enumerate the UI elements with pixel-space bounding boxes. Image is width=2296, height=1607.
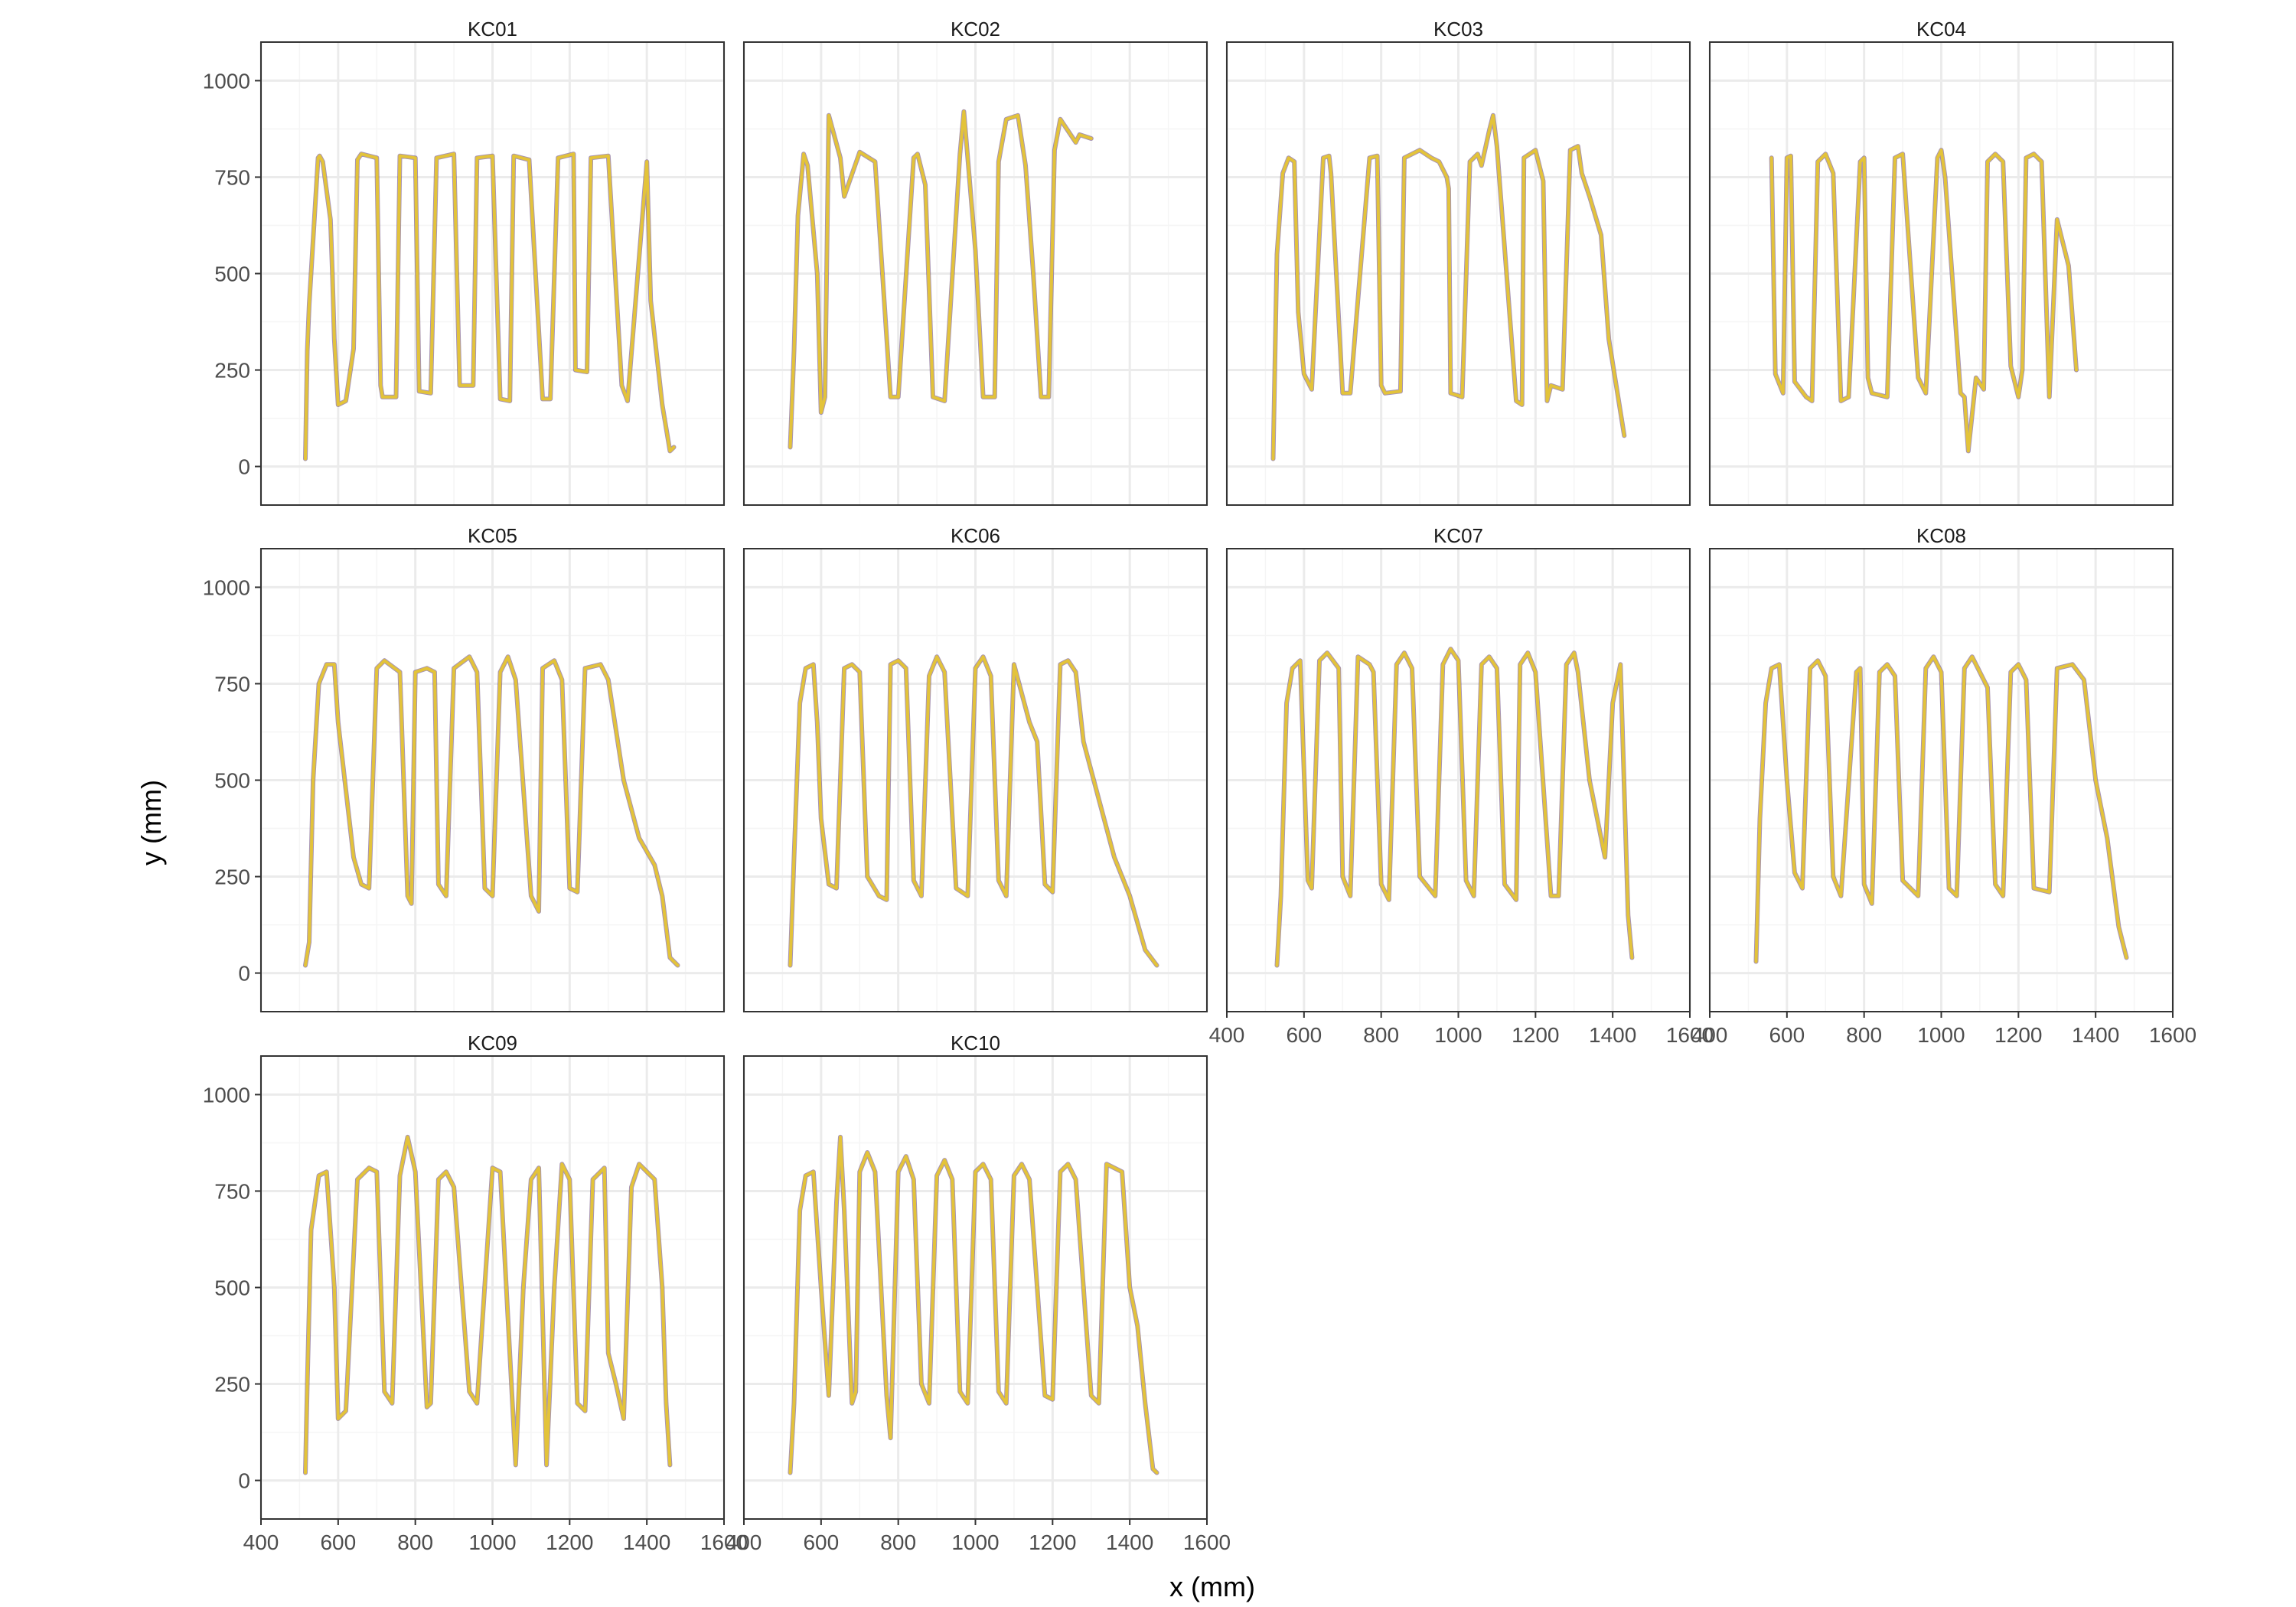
x-tick-label: 1200 [546, 1530, 593, 1554]
y-tick-label: 750 [214, 672, 250, 696]
facet-strip-label: KC02 [951, 18, 1000, 41]
x-tick-label: 1200 [1512, 1023, 1559, 1047]
panel-border [1226, 41, 1691, 506]
facet-strip-label: KC03 [1433, 18, 1483, 41]
x-tick-label: 1400 [623, 1530, 670, 1554]
x-tick-label: 1600 [1183, 1530, 1231, 1554]
x-tick-label: 400 [243, 1530, 279, 1554]
y-tick-label: 1000 [203, 575, 250, 599]
y-tick-label: 0 [238, 1469, 250, 1493]
x-tick-label: 600 [320, 1530, 356, 1554]
x-tick-label: 1400 [1589, 1023, 1636, 1047]
facet-strip-label: KC06 [951, 524, 1000, 547]
facet-strip-label: KC09 [468, 1032, 517, 1054]
x-tick-label: 600 [1769, 1023, 1805, 1047]
y-tick-label: 500 [214, 262, 250, 286]
facet-panel: KC04 [1708, 18, 2174, 506]
trajectory-line [304, 152, 676, 461]
trajectory-line [1769, 148, 2078, 453]
x-tick-label: 800 [397, 1530, 433, 1554]
facet-strip-label: KC04 [1916, 18, 1966, 41]
facet-panel: KC09 0 250 500 750 1000 400 600 800 1000 1200 1400 1… [203, 1032, 748, 1554]
facet-panel: KC06 [742, 524, 1208, 1012]
x-tick-label: 1600 [2149, 1023, 2197, 1047]
trajectory-line [1275, 647, 1634, 967]
x-tick-label: 400 [1209, 1023, 1245, 1047]
panel-border [743, 41, 1208, 506]
y-tick-label: 1000 [203, 1083, 250, 1107]
facet-panels: KC01 0 250 500 750 1000 KC02 KC03 KC04 KC05 0 250 50… [203, 18, 2197, 1554]
facet-panel: KC01 0 250 500 750 1000 [203, 18, 726, 506]
x-tick-label: 600 [803, 1530, 839, 1554]
x-tick-label: 1000 [951, 1530, 999, 1554]
x-tick-label: 1400 [1106, 1530, 1153, 1554]
facet-panel: KC02 [742, 18, 1208, 506]
trajectory-line [304, 655, 680, 967]
x-tick-label: 1000 [1434, 1023, 1482, 1047]
x-tick-label: 1000 [468, 1530, 516, 1554]
y-tick-label: 750 [214, 165, 250, 189]
facet-strip-label: KC07 [1433, 524, 1483, 547]
x-tick-label: 800 [1846, 1023, 1882, 1047]
facet-panel: KC10 400 600 800 1000 1200 1400 1600 [726, 1032, 1231, 1554]
facet-strip-label: KC08 [1916, 524, 1966, 547]
y-tick-label: 1000 [203, 69, 250, 93]
trajectory-line [788, 109, 1093, 449]
trajectory-line [304, 1135, 672, 1475]
y-tick-label: 500 [214, 769, 250, 793]
facet-strip-label: KC01 [468, 18, 517, 41]
x-tick-label: 600 [1286, 1023, 1322, 1047]
y-axis-title: y (mm) [135, 780, 167, 865]
facet-panel: KC07 400 600 800 1000 1200 1400 1600 [1209, 524, 1714, 1047]
y-tick-label: 250 [214, 359, 250, 383]
trajectory-line [1271, 113, 1626, 461]
x-axis-title: x (mm) [1169, 1571, 1255, 1602]
x-tick-label: 800 [1363, 1023, 1399, 1047]
y-tick-label: 500 [214, 1276, 250, 1300]
panel-border [743, 548, 1208, 1012]
facet-strip-label: KC05 [468, 524, 517, 547]
x-tick-label: 1600 [1666, 1023, 1714, 1047]
facet-panel: KC08 400 600 800 1000 1200 1400 1600 [1692, 524, 2197, 1047]
trajectory-line [788, 655, 1159, 967]
x-tick-label: 1200 [1994, 1023, 2042, 1047]
x-tick-label: 1200 [1029, 1530, 1076, 1554]
y-tick-label: 0 [238, 455, 250, 479]
facet-panel: KC03 [1225, 18, 1691, 506]
y-tick-label: 250 [214, 1373, 250, 1397]
trajectory-line [1754, 655, 2128, 963]
x-tick-label: 400 [1692, 1023, 1728, 1047]
x-tick-label: 400 [726, 1530, 762, 1554]
facet-panel: KC05 0 250 500 750 1000 [203, 524, 726, 1012]
trajectory-line [788, 1135, 1159, 1475]
x-tick-label: 800 [880, 1530, 916, 1554]
x-tick-label: 1000 [1917, 1023, 1965, 1047]
y-tick-label: 750 [214, 1179, 250, 1203]
y-tick-label: 250 [214, 865, 250, 889]
x-tick-label: 1400 [2072, 1023, 2119, 1047]
y-tick-label: 0 [238, 962, 250, 986]
x-tick-label: 1600 [700, 1530, 748, 1554]
facet-strip-label: KC10 [951, 1032, 1000, 1054]
panel-border [1709, 41, 2174, 506]
